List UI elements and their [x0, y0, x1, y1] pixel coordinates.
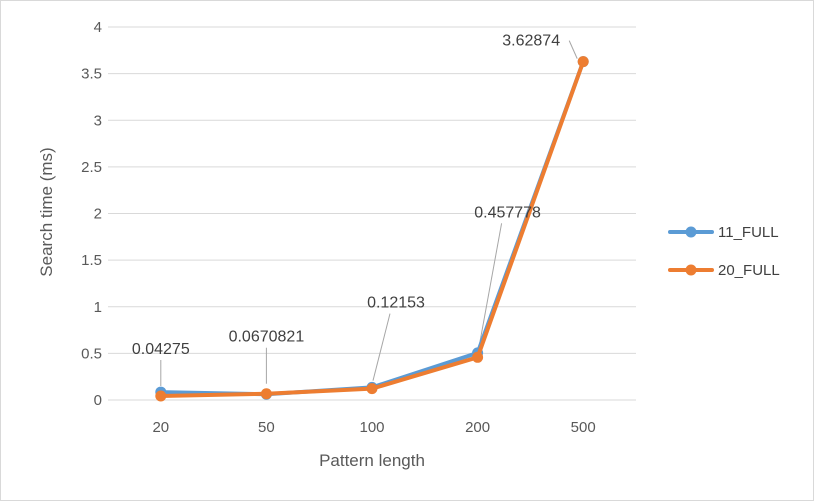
leader-line-4 — [568, 40, 578, 59]
point-20_FULL-50 — [260, 388, 272, 400]
y-tick-label-7: 3.5 — [81, 66, 102, 83]
leader-line-3 — [478, 223, 503, 350]
legend-label-20_FULL: 20_FULL — [718, 262, 780, 279]
data-label-3: 0.457778 — [474, 204, 541, 221]
y-tick-label-6: 3 — [94, 112, 102, 129]
x-tick-labels: 20 50 100 200 500 — [152, 419, 595, 436]
y-tick-label-4: 2 — [94, 206, 102, 223]
x-tick-label-3: 200 — [465, 419, 490, 436]
point-20_FULL-500 — [577, 56, 589, 68]
series-line-20_FULL — [158, 59, 586, 399]
x-tick-label-1: 50 — [258, 419, 275, 436]
data-label-1: 0.0670821 — [229, 329, 305, 346]
legend-marker-20_FULL — [685, 264, 697, 276]
y-axis-title: Search time (ms) — [37, 147, 56, 276]
gridlines — [108, 26, 636, 401]
y-tick-label-8: 4 — [94, 19, 102, 36]
x-tick-label-2: 100 — [359, 419, 384, 436]
series-line-11_FULL — [158, 59, 586, 397]
data-label-2: 0.12153 — [367, 295, 425, 312]
leader-line-2 — [372, 313, 391, 381]
point-20_FULL-100 — [366, 383, 378, 395]
data-label-4: 3.62874 — [502, 33, 560, 50]
y-tick-label-0: 0 — [94, 392, 102, 409]
data-label-0: 0.04275 — [132, 341, 190, 358]
legend: 11_FULL 20_FULL — [668, 224, 780, 279]
legend-label-11_FULL: 11_FULL — [718, 224, 779, 241]
y-tick-label-1: 0.5 — [81, 345, 102, 362]
y-tick-label-2: 1 — [94, 299, 102, 316]
x-tick-label-4: 500 — [571, 419, 596, 436]
point-20_FULL-20 — [155, 390, 167, 402]
point-20_FULL-200 — [472, 351, 484, 363]
label-leader-lines — [160, 40, 578, 387]
series-lines — [155, 56, 589, 402]
y-tick-labels: 0 0.5 1 1.5 2 2.5 3 3.5 4 — [81, 19, 102, 409]
y-tick-label-5: 2.5 — [81, 159, 102, 176]
x-axis-title: Pattern length — [319, 451, 425, 470]
data-labels: 0.04275 0.0670821 0.12153 0.457778 3.62874 — [132, 33, 560, 358]
y-tick-label-3: 1.5 — [81, 252, 102, 269]
legend-marker-11_FULL — [685, 226, 697, 238]
x-tick-label-0: 20 — [152, 419, 169, 436]
